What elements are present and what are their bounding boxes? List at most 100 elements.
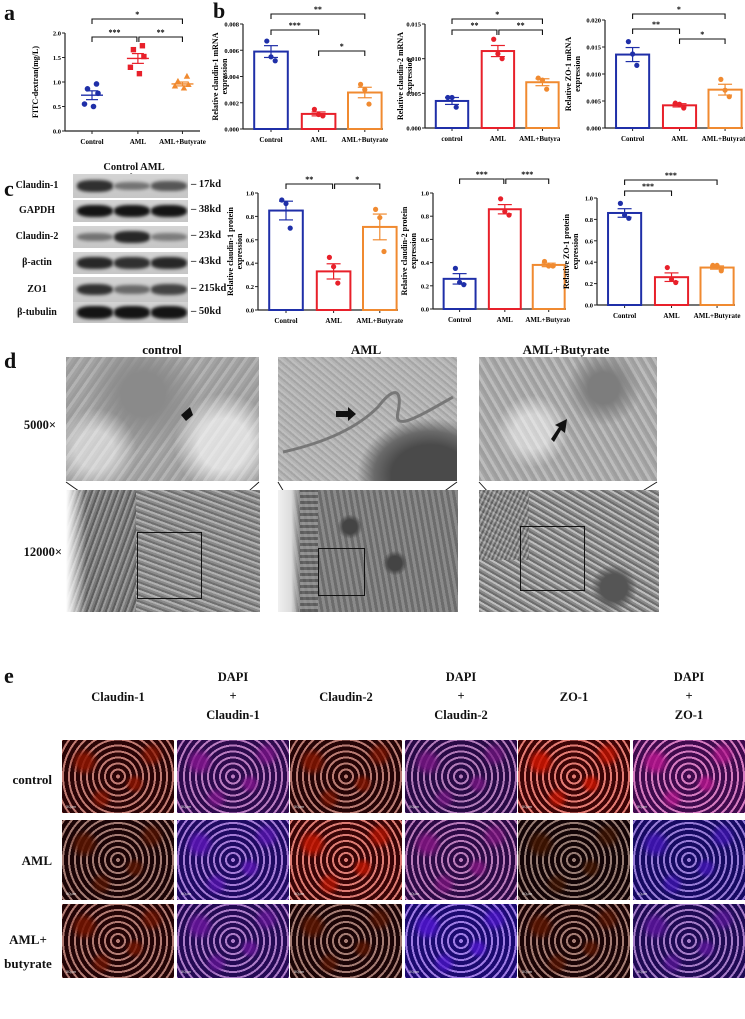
svg-text:*: * [677,5,681,14]
wb-strip [73,252,188,274]
svg-text:0.005: 0.005 [406,91,421,98]
scale-bar-label: 50μm [522,969,533,974]
tem-image-aml-butyrate-12000x [479,490,659,612]
wb-size-marker: – 43kd [191,256,222,267]
svg-text:1.0: 1.0 [585,196,593,203]
tem-row-12000x: 12000× [23,545,62,559]
svg-text:1.5: 1.5 [53,55,62,62]
svg-text:0.015: 0.015 [586,45,601,52]
if-image: 50μm [405,820,517,900]
tem-image-aml-5000x [278,357,457,481]
svg-text:**: ** [652,20,660,29]
svg-text:AML: AML [490,135,507,143]
svg-text:0.000: 0.000 [586,126,601,133]
if-image: 50μm [633,820,745,900]
svg-text:0.015: 0.015 [406,22,421,29]
svg-text:AML: AML [497,316,514,324]
svg-text:0.8: 0.8 [246,214,255,221]
if-image: 50μm [633,740,745,813]
wb-strip [73,302,188,323]
svg-text:AML+Butyrate: AML+Butyrate [702,135,745,143]
if-image: 50μm [290,820,402,900]
svg-text:***: *** [289,21,301,30]
svg-text:*: * [340,42,344,51]
wb-row-label: ZO1 [27,283,47,295]
panel-label-d: d [4,348,17,373]
if-column-header: ZO-1 [559,690,589,704]
svg-text:**: ** [517,21,525,30]
scale-bar-label: 50μm [294,891,305,896]
tem-row-5000x: 5000× [23,418,56,432]
svg-text:***: *** [642,182,654,191]
wb-row-label: β-tubulin [17,306,57,318]
svg-text:0.0: 0.0 [585,303,593,310]
scale-bar-label: 50μm [637,969,648,974]
scale-bar-label: 50μm [66,969,77,974]
svg-text:Control: Control [274,317,297,325]
if-column-header: DAPI + ZO-1 [673,670,705,722]
scale-bar-label: 50μm [409,969,420,974]
svg-text:2.0: 2.0 [53,31,61,38]
svg-text:AML: AML [663,312,680,320]
svg-text:0.2: 0.2 [246,284,254,291]
svg-text:0.005: 0.005 [586,99,601,106]
svg-text:0.008: 0.008 [224,22,239,29]
tem-col-aml: AML [350,342,382,357]
svg-text:*: * [355,175,359,184]
wb-row-label: GAPDH [18,205,56,216]
svg-text:0.6: 0.6 [421,237,430,244]
scale-bar-label: 50μm [66,804,77,809]
svg-text:***: *** [476,170,488,179]
svg-text:Control: Control [613,312,636,320]
svg-text:AML: AML [671,135,688,143]
if-image: 50μm [62,904,174,978]
wb-size-marker: – 17kd [191,179,222,190]
svg-text:AML: AML [310,136,327,144]
scale-bar-label: 50μm [409,804,420,809]
tem-image-aml-butyrate-5000x [479,357,657,481]
if-image: 50μm [518,904,630,978]
if-row-label: AML+ butyrate [4,932,52,971]
svg-text:control: control [441,135,462,143]
scale-bar-label: 50μm [409,891,420,896]
svg-text:Relative claudin-2 proteinexpr: Relative claudin-2 proteinexpression [400,206,418,295]
svg-text:Relative claudin-1 mRNAexpress: Relative claudin-1 mRNAexpression [211,32,229,120]
chart-b3-zo1-mrna: 0.000 0.005 0.010 0.015 0.020 Control AML AML+B… [564,5,745,143]
wb-row-label: Claudin-1 [15,180,59,191]
svg-text:Control: Control [448,316,471,324]
scale-bar-label: 50μm [637,891,648,896]
svg-text:0.8: 0.8 [421,214,430,221]
if-column-header: Claudin-2 [319,690,373,704]
if-image: 50μm [633,904,745,978]
svg-text:1.0: 1.0 [53,80,61,87]
svg-text:1.0: 1.0 [246,191,254,198]
svg-text:0.4: 0.4 [421,260,430,267]
svg-text:0.4: 0.4 [585,260,594,267]
svg-text:*: * [135,10,139,19]
wb-row-label: β-actin [22,257,52,268]
if-column-header: DAPI + Claudin-1 [206,670,260,722]
svg-text:0.2: 0.2 [585,281,593,288]
svg-text:AML: AML [325,317,342,325]
if-image: 50μm [290,904,402,978]
scale-bar-label: 50μm [637,804,648,809]
svg-text:0.010: 0.010 [586,72,601,79]
scale-bar-label: 50μm [181,804,192,809]
svg-text:0.0: 0.0 [53,129,61,136]
svg-text:0.002: 0.002 [224,100,239,107]
svg-text:Control: Control [621,135,644,143]
svg-text:AML+Butyrate: AML+Butyrate [525,316,570,324]
chart-a-fitc-dextran: 0.0 0.5 1.0 1.5 2.0 Control AML AML+Butyrate FIT… [31,10,206,146]
if-image: 50μm [177,820,289,900]
panel-label-a: a [4,0,15,25]
tem-image-control-5000x [66,357,259,481]
svg-text:0.004: 0.004 [224,74,239,81]
wb-size-marker: – 50kd [191,305,222,317]
if-image: 50μm [62,820,174,900]
svg-text:AML: AML [130,138,147,146]
chart-c2-claudin2-protein: 0.0 0.2 0.4 0.6 0.8 1.0 Control AML AML+Butyrate… [400,170,570,324]
wb-row-label: Claudin-2 [15,231,59,242]
svg-text:Relative claudin-1 proteinexpr: Relative claudin-1 proteinexpression [226,207,244,296]
svg-text:*: * [495,10,499,19]
svg-text:AML+Butyrate: AML+Butyrate [519,135,560,143]
